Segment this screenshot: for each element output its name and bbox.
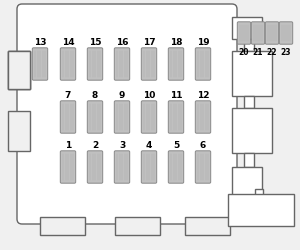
FancyBboxPatch shape [17, 5, 237, 224]
Text: 14: 14 [62, 38, 74, 47]
Text: 11: 11 [170, 91, 182, 100]
Bar [244, 96, 254, 108]
Bar [8, 52, 30, 90]
Bar [232, 108, 272, 154]
FancyBboxPatch shape [60, 151, 76, 184]
FancyBboxPatch shape [195, 48, 211, 81]
Text: 2: 2 [92, 140, 98, 149]
FancyBboxPatch shape [195, 102, 211, 134]
FancyBboxPatch shape [87, 151, 103, 184]
Text: 18: 18 [170, 38, 182, 47]
Bar [228, 194, 294, 226]
FancyBboxPatch shape [265, 23, 279, 45]
FancyBboxPatch shape [60, 48, 76, 81]
Text: 12: 12 [197, 91, 209, 100]
FancyBboxPatch shape [114, 151, 130, 184]
Text: 16: 16 [116, 38, 128, 47]
Text: 21: 21 [253, 48, 263, 57]
Text: 3: 3 [119, 140, 125, 149]
FancyBboxPatch shape [87, 48, 103, 81]
Bar [8, 52, 30, 90]
FancyBboxPatch shape [168, 151, 184, 184]
Text: 13: 13 [34, 38, 46, 47]
Bar [244, 154, 254, 167]
Bar [8, 52, 30, 90]
FancyBboxPatch shape [32, 48, 48, 81]
FancyBboxPatch shape [237, 23, 251, 45]
Text: 8: 8 [92, 91, 98, 100]
Bar [232, 167, 262, 205]
Bar [255, 189, 263, 197]
FancyBboxPatch shape [168, 48, 184, 81]
Text: 17: 17 [143, 38, 155, 47]
Bar [8, 112, 30, 152]
Text: 7: 7 [65, 91, 71, 100]
FancyBboxPatch shape [114, 102, 130, 134]
Text: 15: 15 [89, 38, 101, 47]
Bar [115, 217, 160, 235]
Bar [232, 18, 262, 40]
FancyBboxPatch shape [195, 151, 211, 184]
Bar [40, 217, 85, 235]
FancyBboxPatch shape [141, 48, 157, 81]
Bar [185, 217, 230, 235]
FancyBboxPatch shape [141, 102, 157, 134]
Text: 23: 23 [281, 48, 291, 57]
Text: 4: 4 [146, 140, 152, 149]
Text: 19: 19 [197, 38, 209, 47]
Bar [244, 40, 254, 52]
Text: 22: 22 [267, 48, 277, 57]
Text: 10: 10 [143, 91, 155, 100]
FancyBboxPatch shape [60, 102, 76, 134]
FancyBboxPatch shape [114, 48, 130, 81]
Bar [232, 52, 272, 96]
FancyBboxPatch shape [141, 151, 157, 184]
FancyBboxPatch shape [168, 102, 184, 134]
FancyBboxPatch shape [279, 23, 293, 45]
Text: 6: 6 [200, 140, 206, 149]
FancyBboxPatch shape [87, 102, 103, 134]
Text: 1: 1 [65, 140, 71, 149]
Text: 9: 9 [119, 91, 125, 100]
Bar [8, 52, 30, 90]
FancyBboxPatch shape [251, 23, 265, 45]
Text: 20: 20 [239, 48, 249, 57]
Text: 5: 5 [173, 140, 179, 149]
